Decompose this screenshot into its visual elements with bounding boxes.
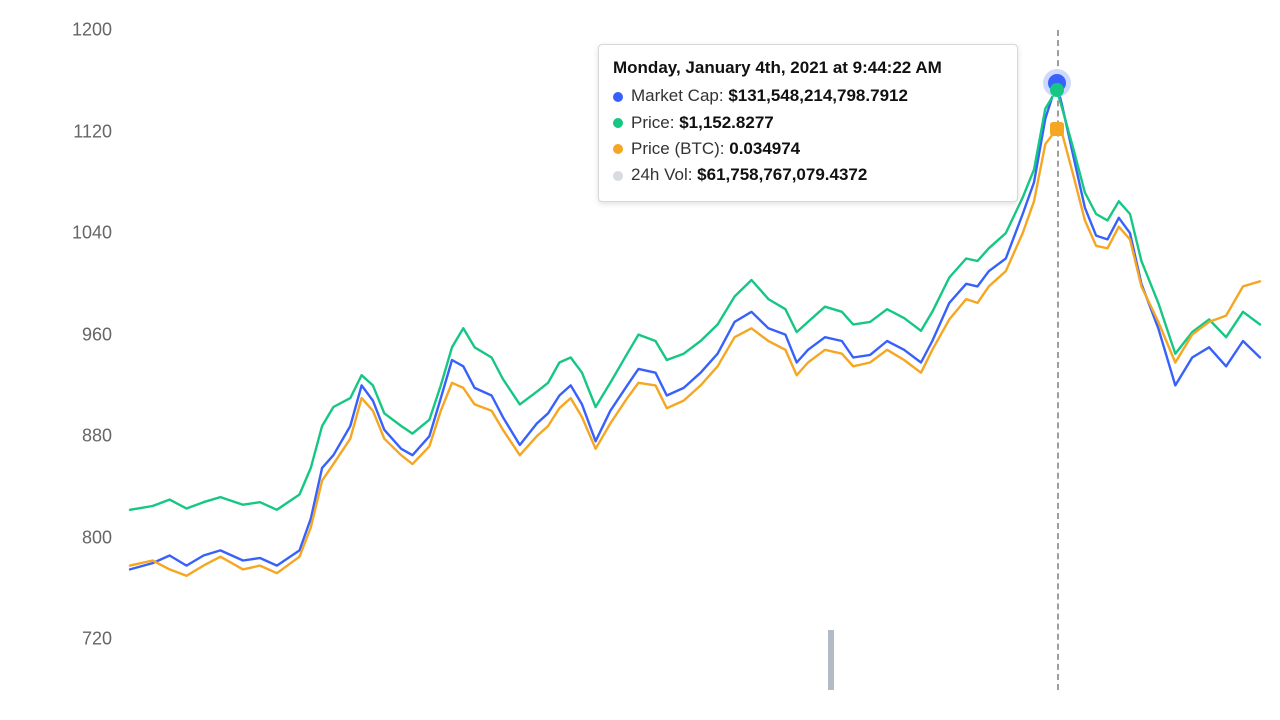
- tooltip-row: 24h Vol: $61,758,767,079.4372: [613, 162, 1003, 188]
- tooltip-value: $61,758,767,079.4372: [697, 165, 867, 184]
- tooltip-label: Price:: [631, 113, 679, 132]
- tooltip-row: Price: $1,152.8277: [613, 110, 1003, 136]
- tooltip-dot-icon: [613, 144, 623, 154]
- y-axis: 720 800 880 960 1040 1120 1200: [0, 0, 120, 720]
- y-tick-label: 960: [12, 324, 112, 345]
- tooltip-label: Price (BTC):: [631, 139, 729, 158]
- y-tick-label: 880: [12, 426, 112, 447]
- tooltip-label: 24h Vol:: [631, 165, 697, 184]
- tooltip-dot-icon: [613, 92, 623, 102]
- tooltip-value: $131,548,214,798.7912: [728, 86, 908, 105]
- chart-tooltip: Monday, January 4th, 2021 at 9:44:22 AMM…: [598, 44, 1018, 202]
- tooltip-row: Market Cap: $131,548,214,798.7912: [613, 83, 1003, 109]
- volume-bar: [828, 630, 834, 690]
- crosshair-marker-price: [1050, 83, 1064, 97]
- y-tick-label: 1120: [12, 121, 112, 142]
- y-tick-label: 800: [12, 527, 112, 548]
- tooltip-row: Price (BTC): 0.034974: [613, 136, 1003, 162]
- crosshair-marker-price_btc: [1050, 122, 1064, 136]
- y-tick-label: 1040: [12, 223, 112, 244]
- y-tick-label: 720: [12, 629, 112, 650]
- tooltip-label: Market Cap:: [631, 86, 728, 105]
- tooltip-title: Monday, January 4th, 2021 at 9:44:22 AM: [613, 55, 1003, 81]
- y-tick-label: 1200: [12, 20, 112, 41]
- tooltip-value: 0.034974: [729, 139, 800, 158]
- tooltip-dot-icon: [613, 118, 623, 128]
- tooltip-dot-icon: [613, 171, 623, 181]
- tooltip-value: $1,152.8277: [679, 113, 774, 132]
